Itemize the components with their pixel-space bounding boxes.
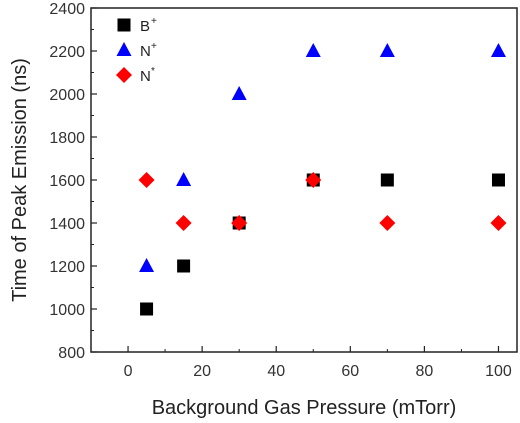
triangle-data-point: [305, 43, 321, 57]
y-tick-label: 1400: [49, 216, 85, 233]
square-data-point: [140, 302, 154, 316]
y-tick-label: 1800: [49, 130, 85, 147]
y-axis-ticks: 800 1000 1200 1400 1600 1800 2000 2200 2400: [49, 1, 97, 362]
legend-label: N: [140, 68, 151, 85]
x-tick-label: 0: [124, 363, 133, 380]
x-tick-label: 80: [415, 363, 433, 380]
square-data-point: [491, 173, 505, 187]
x-tick-label: 60: [341, 363, 359, 380]
x-tick-label: 100: [485, 363, 512, 380]
diamond-data-point: [175, 215, 192, 231]
legend-label-superscript: *: [151, 66, 155, 77]
legend-label-superscript: +: [151, 41, 157, 52]
square-data-point: [177, 259, 191, 273]
triangle-data-point: [490, 43, 506, 57]
y-tick-label: 800: [58, 345, 85, 362]
diamond-data-point: [231, 215, 248, 231]
legend-label: N: [140, 43, 151, 60]
x-tick-label: 40: [267, 363, 285, 380]
x-tick-label: 20: [193, 363, 211, 380]
square-data-point: [380, 173, 394, 187]
y-axis-title: Time of Peak Emission (ns): [9, 58, 31, 302]
triangle-data-point: [231, 86, 247, 100]
triangle-data-point: [379, 43, 395, 57]
legend-square-marker: [117, 18, 131, 32]
legend-label: B: [140, 18, 150, 35]
data-markers: [138, 43, 507, 316]
y-tick-label: 1600: [49, 173, 85, 190]
x-axis-ticks: 0 20 40 60 80 100: [90, 346, 512, 380]
triangle-data-point: [139, 258, 155, 272]
y-tick-label: 2000: [49, 87, 85, 104]
x-axis-title: Background Gas Pressure (mTorr): [152, 397, 457, 419]
diamond-data-point: [138, 172, 155, 188]
legend: B +N +N *: [116, 16, 157, 85]
legend-diamond-marker: [116, 67, 132, 83]
diamond-data-point: [490, 215, 507, 231]
diamond-data-point: [305, 172, 322, 188]
diamond-data-point: [379, 215, 396, 231]
triangle-data-point: [176, 172, 192, 186]
y-tick-label: 2200: [49, 44, 85, 61]
y-tick-label: 2400: [49, 1, 85, 18]
legend-label-superscript: +: [151, 16, 157, 27]
y-tick-label: 1000: [49, 302, 85, 319]
plot-frame: [90, 7, 518, 353]
legend-triangle-marker: [116, 42, 132, 56]
y-tick-label: 1200: [49, 259, 85, 276]
